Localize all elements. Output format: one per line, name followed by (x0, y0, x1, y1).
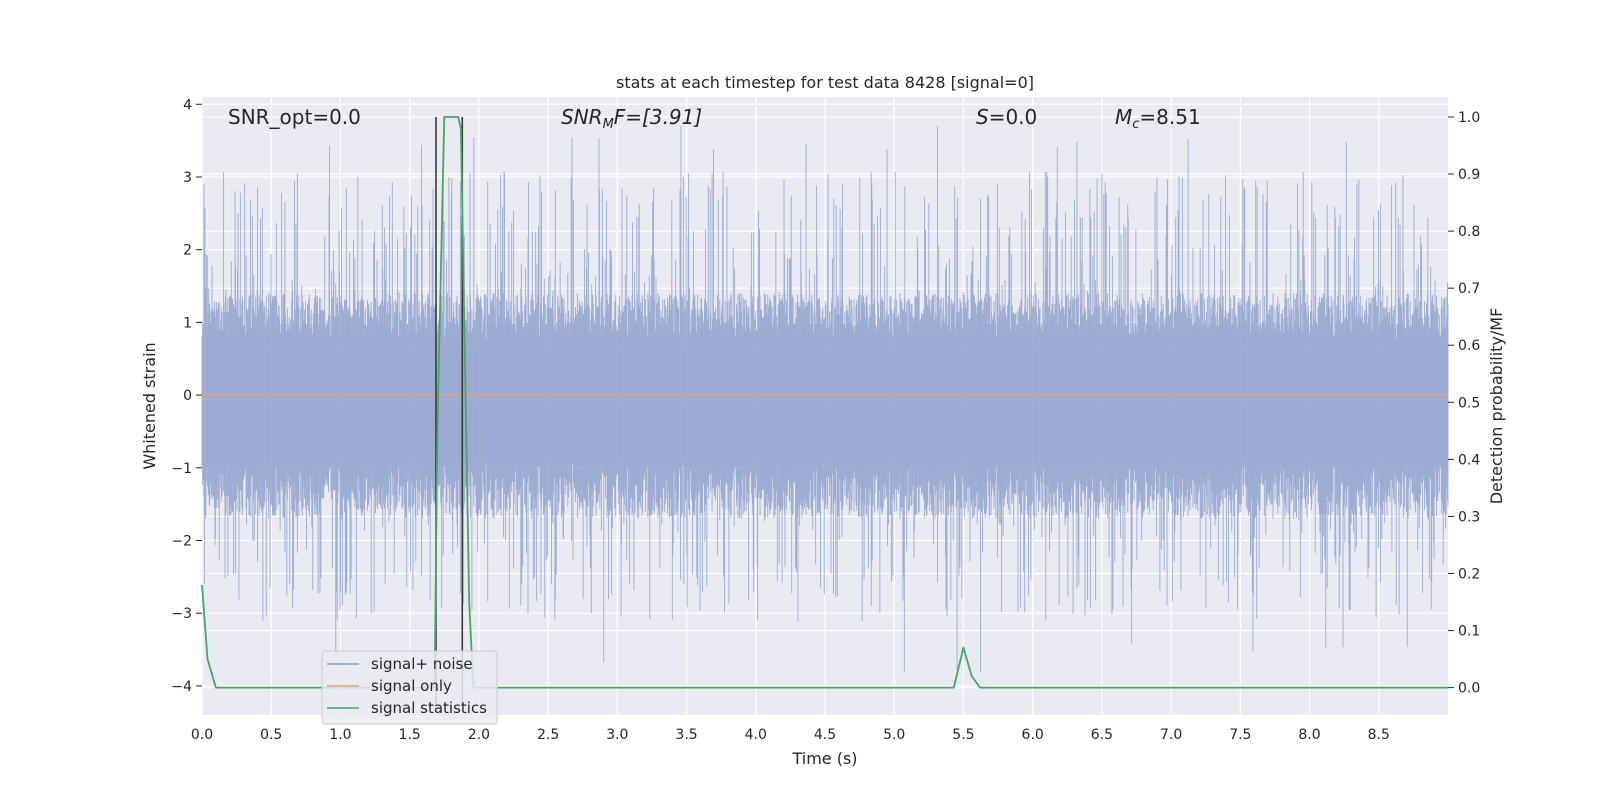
annotation-mc-suffix: =8.51 (1139, 105, 1200, 129)
annotation-snr-mf-sub: M (603, 117, 614, 132)
x-tick-label: 4.5 (814, 727, 836, 743)
x-tick-label: 6.0 (1022, 727, 1044, 743)
x-tick-label: 4.0 (745, 727, 767, 743)
y2-tick-label: 0.8 (1458, 224, 1480, 240)
x-tick-label: 8.0 (1298, 727, 1320, 743)
x-tick-label: 8.5 (1368, 727, 1390, 743)
y-axis-label: Whitened strain (140, 342, 159, 469)
x-tick-label: 2.0 (468, 727, 490, 743)
y-tick-label: 3 (183, 170, 192, 186)
x-tick-label: 0.0 (191, 727, 213, 743)
y-tick-label: −1 (171, 461, 192, 477)
x-tick-label: 1.0 (329, 727, 351, 743)
annotation-s: S=0.0 (976, 105, 1037, 129)
x-tick-label: 5.0 (883, 727, 905, 743)
legend: signal+ noise signal only signal statist… (321, 650, 498, 725)
series-line-signal-plus-noise (201, 125, 1449, 677)
y2-tick-label: 0.9 (1458, 167, 1480, 183)
y2-tick-label: 0.5 (1458, 395, 1480, 411)
y-tick-label: 0 (183, 388, 192, 404)
y-tick-label: −4 (171, 679, 192, 695)
y-tick-label: 2 (183, 243, 192, 259)
x-tick-label: 1.5 (399, 727, 421, 743)
x-tick-label: 7.0 (1160, 727, 1182, 743)
series-signal-statistics (201, 116, 1448, 689)
x-tick-label: 0.5 (260, 727, 282, 743)
y2-axis-label: Detection probability/MF (1487, 308, 1506, 505)
x-tick-label: 3.0 (606, 727, 628, 743)
legend-label-signal-statistics: signal statistics (371, 699, 487, 717)
y2-axis-ticks: 0.0 0.1 0.2 0.3 0.4 0.5 0.6 0.7 0.8 0.9 1.0 (1448, 110, 1480, 697)
series-signal-plus-noise (201, 125, 1449, 677)
legend-label-signal-plus-noise: signal+ noise (371, 655, 473, 673)
x-tick-label: 6.5 (1091, 727, 1113, 743)
y2-tick-label: 0.6 (1458, 338, 1480, 354)
annotation-snr-mf-suffix: F=[3.91] (614, 105, 702, 129)
annotation-s-suffix: =0.0 (989, 105, 1038, 129)
legend-label-signal-only: signal only (371, 677, 452, 695)
annotation-snr-mf: SNRMF=[3.91] (561, 105, 702, 132)
x-tick-label: 2.5 (537, 727, 559, 743)
annotation-s-prefix: S (976, 105, 989, 129)
y2-tick-label: 0.2 (1458, 566, 1480, 582)
y-tick-label: 4 (183, 97, 192, 113)
y-tick-label: 1 (183, 315, 192, 331)
chart-title: stats at each timestep for test data 842… (616, 73, 1034, 92)
annotation-mc-prefix: M (1115, 105, 1132, 129)
x-tick-label: 7.5 (1229, 727, 1251, 743)
y2-tick-label: 0.3 (1458, 509, 1480, 525)
x-tick-label: 3.5 (675, 727, 697, 743)
annotation-snr-opt: SNR_opt=0.0 (228, 105, 361, 129)
x-axis-label: Time (s) (791, 749, 857, 768)
y2-tick-label: 0.1 (1458, 624, 1480, 640)
annotation-mc: Mc=8.51 (1115, 105, 1201, 132)
y2-tick-label: 0.4 (1458, 452, 1480, 468)
x-tick-label: 5.5 (952, 727, 974, 743)
y-tick-label: −2 (171, 534, 192, 550)
y-axis-ticks: −4 −3 −2 −1 0 1 2 3 4 (171, 97, 202, 695)
y2-tick-label: 0.0 (1458, 681, 1480, 697)
y2-tick-label: 1.0 (1458, 110, 1480, 126)
legend-box (321, 650, 498, 725)
x-axis-ticks: 0.0 0.5 1.0 1.5 2.0 2.5 3.0 3.5 4.0 4.5 5.0 5.5 6.0 6… (191, 727, 1390, 743)
series-line-signal-statistics (201, 116, 1448, 689)
annotation-mc-sub: c (1132, 117, 1139, 132)
y-tick-label: −3 (171, 606, 192, 622)
annotation-snr-mf-prefix: SNR (561, 105, 603, 129)
y2-tick-label: 0.7 (1458, 281, 1480, 297)
